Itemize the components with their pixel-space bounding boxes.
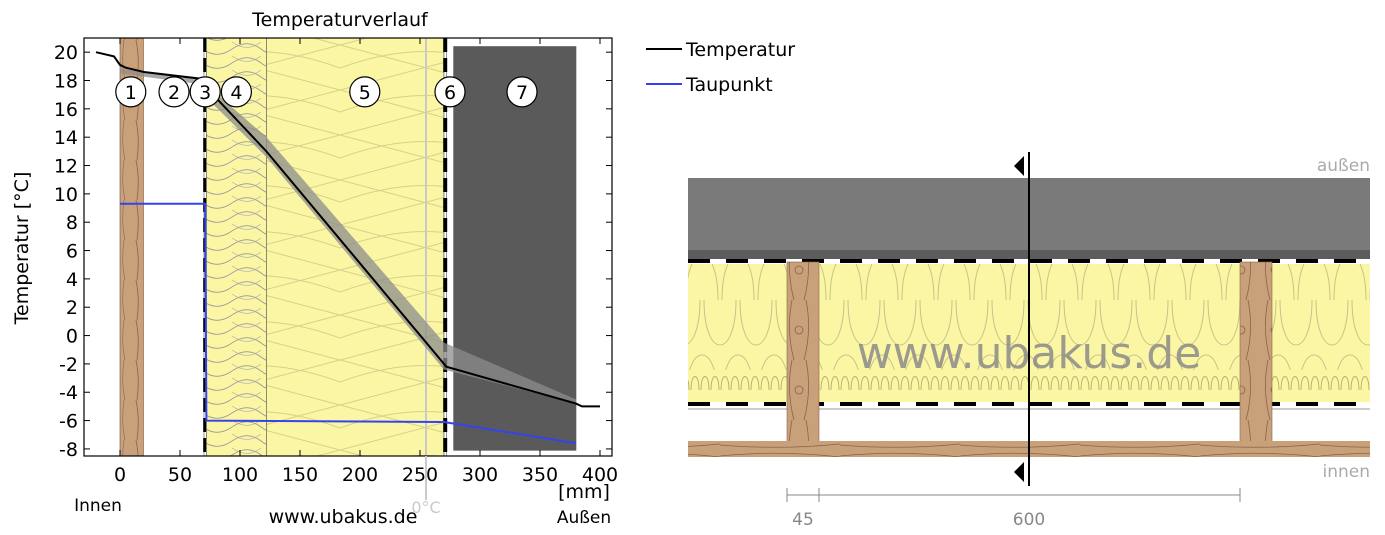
layer-number-6: 6 <box>434 76 466 108</box>
section-marker-top-icon <box>1014 156 1024 176</box>
layer-7-cladding <box>453 46 577 451</box>
outer-side-label: Außen <box>557 508 611 528</box>
diagram-label-inside: innen <box>1322 462 1370 482</box>
x-tick-label: 300 <box>462 464 498 486</box>
diagram-watermark: www.ubakus.de <box>857 328 1202 379</box>
temperature-range-band <box>120 69 576 404</box>
series-line-taupunkt <box>120 202 577 445</box>
layer-fills <box>119 38 577 456</box>
layer-number-3: 3 <box>189 76 221 108</box>
y-tick-label: -6 <box>59 411 78 433</box>
temperature-range-area <box>120 69 576 404</box>
legend-dewpoint-label: Taupunkt <box>685 74 773 96</box>
y-tick-label: 12 <box>54 156 78 178</box>
y-tick-label: 14 <box>54 127 78 149</box>
layer-number-5: 5 <box>349 76 381 108</box>
svg-text:7: 7 <box>516 82 528 104</box>
x-unit-label: [mm] <box>558 481 610 503</box>
y-tick-label: -8 <box>59 439 78 461</box>
svg-text:4: 4 <box>230 82 242 104</box>
svg-text:5: 5 <box>359 82 371 104</box>
x-tick-label: 100 <box>222 464 258 486</box>
y-axis-label: Temperatur [°C] <box>11 172 33 326</box>
layer-2-air <box>144 38 204 456</box>
legend: Temperatur Taupunkt <box>646 39 795 96</box>
x-tick-label: 200 <box>342 464 378 486</box>
layer-4-insulation-fine <box>206 38 267 456</box>
x-tick-label: 50 <box>168 464 192 486</box>
y-tick-label: 16 <box>54 99 78 121</box>
layer-number-2: 2 <box>158 76 190 108</box>
cross-section-diagram: www.ubakus.de außen innen 45 600 <box>688 152 1370 530</box>
plot-frame <box>83 37 613 457</box>
svg-text:3: 3 <box>199 82 211 104</box>
y-tick-label: 2 <box>66 297 78 319</box>
chart-watermark: www.ubakus.de <box>269 506 418 528</box>
dimension-45-label: 45 <box>792 510 814 530</box>
svg-text:1: 1 <box>125 82 137 104</box>
x-tick-label: 350 <box>522 464 558 486</box>
layer-1-wood <box>119 38 145 456</box>
axis-ticks <box>84 38 612 456</box>
inner-side-label: Innen <box>74 496 122 516</box>
x-tick-label: 400 <box>582 464 618 486</box>
layer-number-1: 1 <box>115 76 147 108</box>
y-tick-label: 0 <box>66 326 78 348</box>
y-tick-label: 6 <box>66 241 78 263</box>
diagram-stud-right <box>1239 261 1273 443</box>
layer-number-7: 7 <box>506 76 538 108</box>
x-tick-label: 250 <box>402 464 438 486</box>
svg-text:2: 2 <box>168 82 180 104</box>
y-tick-label: 18 <box>54 71 78 93</box>
dimension-line <box>786 488 1241 502</box>
svg-text:6: 6 <box>444 82 456 104</box>
chart-title: Temperaturverlauf <box>251 9 429 31</box>
section-marker-bottom-icon <box>1014 462 1024 482</box>
diagram-label-outside: außen <box>1317 156 1370 176</box>
y-tick-label: 4 <box>66 269 78 291</box>
y-tick-label: -4 <box>59 382 78 404</box>
y-tick-label: -2 <box>59 354 78 376</box>
y-tick-label: 10 <box>54 184 78 206</box>
x-tick-labels: 0 50 100 150 200 250 300 350 400 <box>114 464 618 486</box>
legend-temperature-label: Temperatur <box>685 39 795 61</box>
y-tick-label: 20 <box>54 42 78 64</box>
y-tick-label: 8 <box>66 212 78 234</box>
zero-degree-label: 0°C <box>411 498 440 517</box>
diagram-stud-left <box>786 261 820 443</box>
dimension-600-label: 600 <box>1013 510 1045 530</box>
layer-number-4: 4 <box>220 76 252 108</box>
x-tick-label: 150 <box>282 464 318 486</box>
x-tick-label: 0 <box>114 464 126 486</box>
